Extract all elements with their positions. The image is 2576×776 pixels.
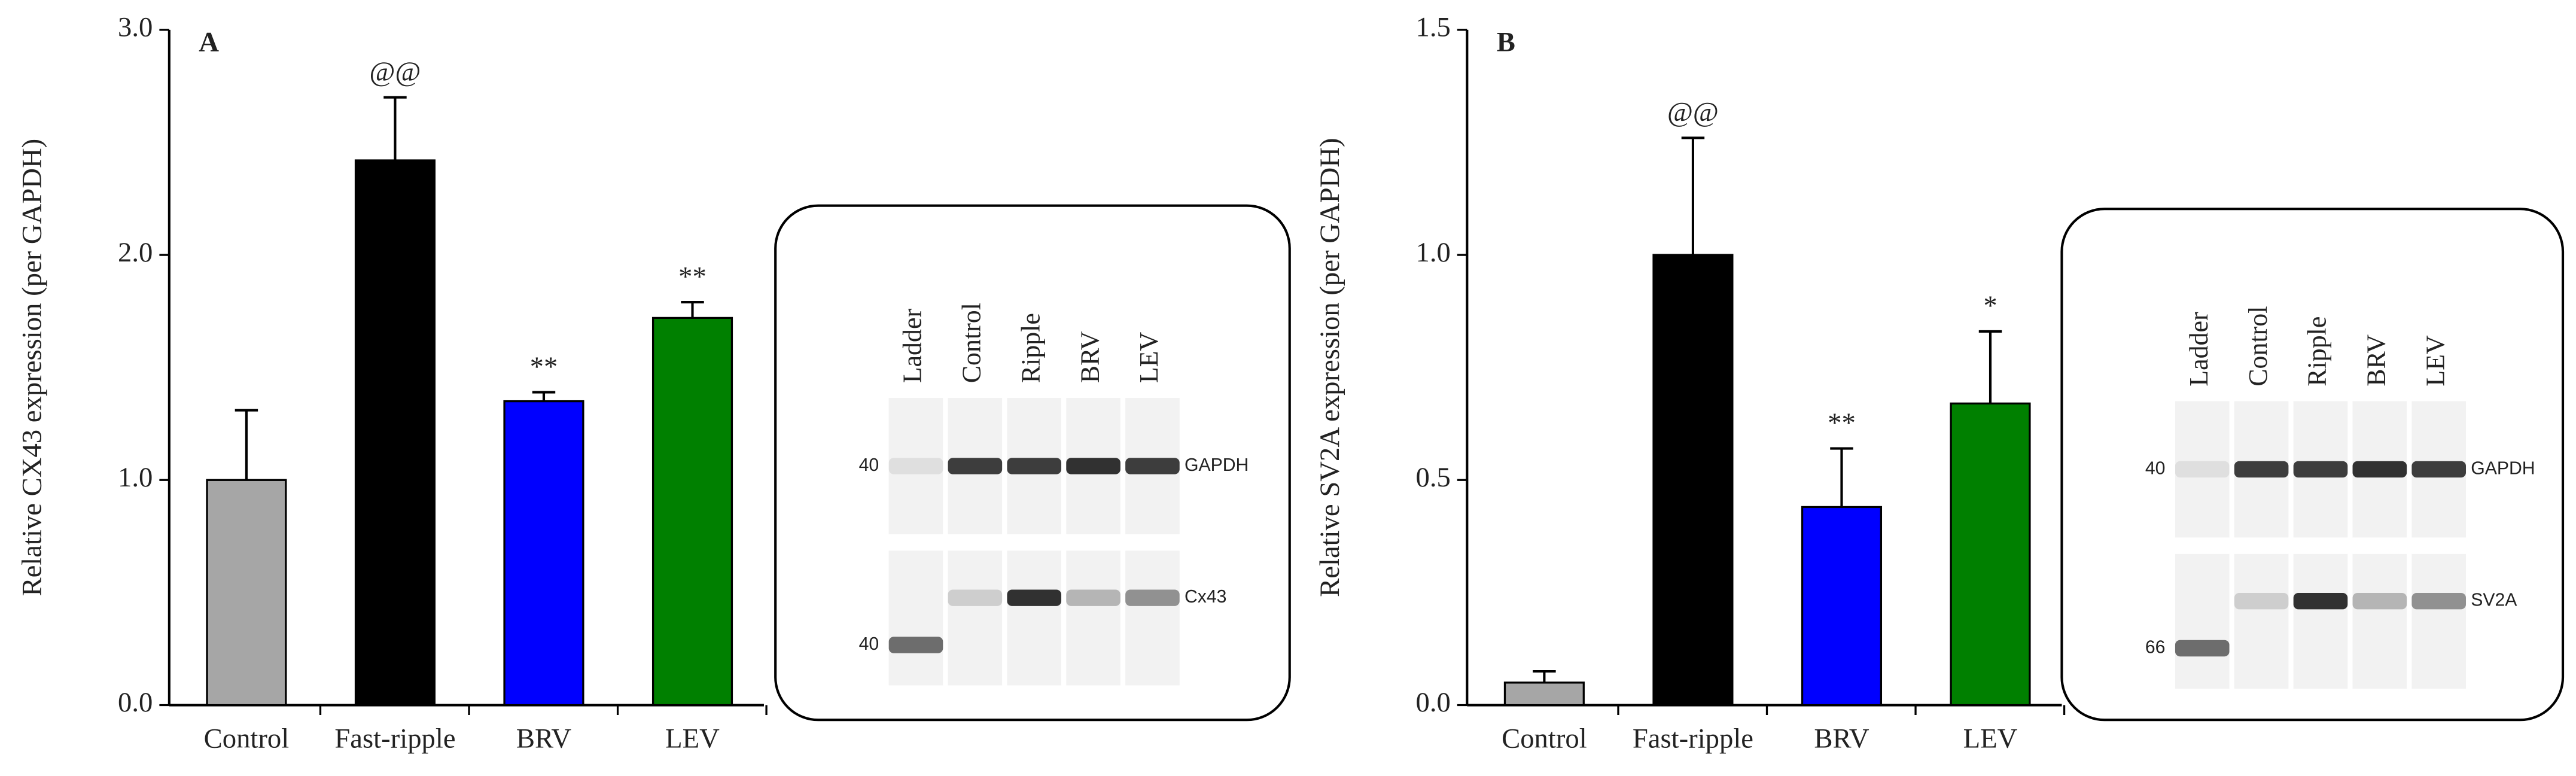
panel-letter: B <box>1497 26 1515 57</box>
bar <box>1801 506 1883 707</box>
blot-band <box>888 458 943 474</box>
marker-label: 66 <box>2145 637 2166 657</box>
bar <box>1652 254 1734 707</box>
blot-lane <box>2234 553 2289 689</box>
blot-band <box>2293 461 2348 478</box>
blot-band <box>1125 589 1180 606</box>
blot-lane <box>1066 550 1120 686</box>
blot-band <box>2411 592 2467 610</box>
blot-band <box>1007 458 1062 474</box>
blot-band <box>2411 461 2467 478</box>
x-tick-label: BRV <box>516 723 572 754</box>
lane-label: LEV <box>1134 332 1164 384</box>
x-tick-label: Control <box>1502 723 1587 754</box>
blot-band <box>888 637 943 653</box>
lane-label: LEV <box>2420 335 2450 387</box>
blot-band <box>1066 458 1120 474</box>
x-tick-label: Fast-ripple <box>1633 723 1753 754</box>
significance-mark: ** <box>530 351 558 382</box>
marker-label: 40 <box>2145 458 2166 478</box>
blot-band <box>2234 592 2289 610</box>
blot-band <box>2175 461 2230 478</box>
bar <box>1950 402 2031 707</box>
y-axis-label: Relative SV2A expression (per GAPDH) <box>1314 138 1345 597</box>
blot-lane <box>1125 550 1180 686</box>
blot-band <box>1125 458 1180 474</box>
lane-label: Control <box>957 303 986 383</box>
x-tick-label: BRV <box>1814 723 1869 754</box>
blot-lane <box>2175 553 2230 689</box>
y-tick-label: 0.0 <box>118 687 153 718</box>
panel-letter: A <box>199 26 219 57</box>
protein-label: Cx43 <box>1185 587 1226 607</box>
blot-band <box>2175 640 2230 657</box>
blot-lane <box>2175 401 2230 538</box>
y-tick-label: 0.5 <box>1416 462 1451 493</box>
protein-label: GAPDH <box>2471 458 2535 478</box>
significance-mark: ** <box>1828 407 1856 439</box>
lane-label: Control <box>2243 306 2273 387</box>
protein-label: SV2A <box>2471 591 2517 610</box>
bar <box>651 317 733 707</box>
y-tick-label: 2.0 <box>118 237 153 268</box>
y-tick-label: 3.0 <box>118 12 153 43</box>
blot-band <box>948 589 1003 606</box>
x-tick-label: Control <box>204 723 290 754</box>
y-tick-label: 1.0 <box>1416 237 1451 268</box>
marker-label: 40 <box>859 455 879 475</box>
y-tick-label: 1.0 <box>118 462 153 493</box>
bar <box>503 400 584 707</box>
blot-lane <box>2352 553 2407 689</box>
lane-label: BRV <box>2362 334 2391 387</box>
blot-band <box>2352 461 2407 478</box>
marker-label: 40 <box>859 634 879 654</box>
lane-label: BRV <box>1075 331 1104 383</box>
blot-lane <box>2411 553 2467 689</box>
bar <box>206 479 287 707</box>
bar <box>354 159 436 707</box>
blot-band <box>948 458 1003 474</box>
y-tick-label: 1.5 <box>1416 12 1451 43</box>
blot-lane <box>1007 550 1062 686</box>
blot-lane <box>948 550 1003 686</box>
y-tick-label: 0.0 <box>1416 687 1451 718</box>
x-tick-label: LEV <box>665 723 720 754</box>
blot-lane <box>888 550 943 686</box>
blot-band <box>1007 589 1062 606</box>
blot-lane <box>888 397 943 534</box>
lane-label: Ladder <box>2184 312 2213 387</box>
lane-label: Ladder <box>898 309 927 384</box>
blot-band <box>1066 589 1120 606</box>
significance-mark: * <box>1983 290 1997 321</box>
protein-label: GAPDH <box>1185 455 1249 475</box>
significance-mark: @@ <box>1667 97 1719 128</box>
blot-band <box>2234 461 2289 478</box>
blot-lane <box>2293 553 2348 689</box>
y-axis-label: Relative CX43 expression (per GAPDH) <box>16 139 47 597</box>
x-tick-label: LEV <box>1963 723 2018 754</box>
significance-mark: ** <box>678 261 707 292</box>
x-tick-label: Fast-ripple <box>334 723 455 754</box>
significance-mark: @@ <box>369 56 421 87</box>
bar <box>1503 681 1585 707</box>
lane-label: Ripple <box>2303 317 2332 387</box>
lane-label: Ripple <box>1016 313 1045 383</box>
blot-band <box>2352 592 2407 610</box>
blot-band <box>2293 592 2348 610</box>
